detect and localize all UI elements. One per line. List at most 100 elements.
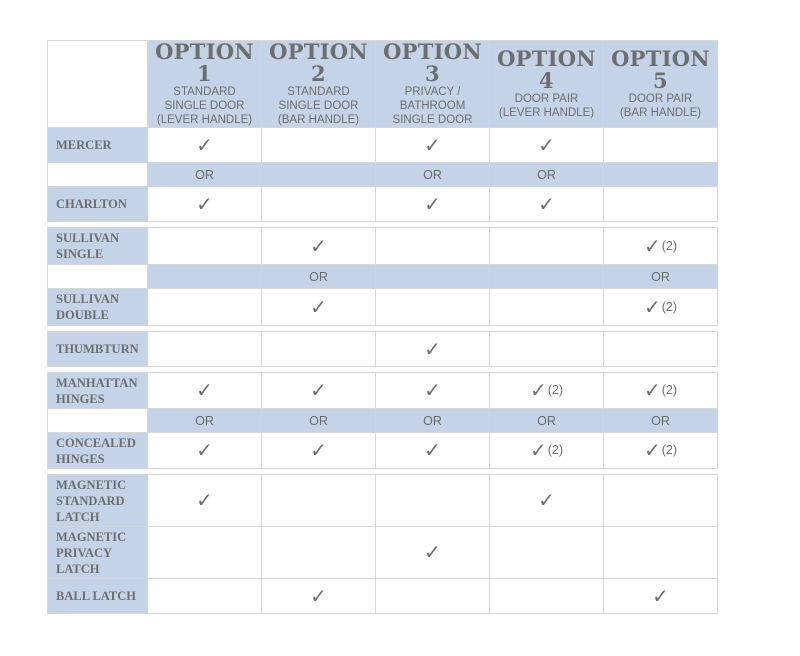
or-cell bbox=[603, 162, 718, 187]
header-row: OPTION 1 STANDARD SINGLE DOOR (LEVER HANDLE… bbox=[47, 39, 718, 128]
option-cell bbox=[375, 227, 490, 265]
option-cell bbox=[489, 288, 604, 326]
product-name-line: HINGES bbox=[56, 391, 105, 406]
option-4-header: OPTION 4 DOOR PAIR (LEVER HANDLE) bbox=[489, 40, 604, 128]
option-cell bbox=[375, 288, 490, 326]
or-cell: OR bbox=[375, 408, 490, 433]
table-row: MAGNETIC PRIVACY LATCH ✓ bbox=[47, 526, 718, 579]
product-label: BALL LATCH bbox=[47, 578, 148, 614]
check-icon: ✓ bbox=[424, 542, 441, 564]
check-icon: ✓ bbox=[196, 440, 213, 462]
quantity-note: (2) bbox=[661, 443, 678, 457]
check-icon: ✓ bbox=[538, 490, 555, 512]
or-cell bbox=[489, 264, 604, 289]
option-cell: ✓(2) bbox=[603, 432, 718, 469]
product-label: MAGNETIC PRIVACY LATCH bbox=[47, 526, 148, 579]
option-cell: ✓ bbox=[261, 288, 376, 326]
option-cell: ✓ bbox=[147, 186, 262, 222]
product-name-line: STANDARD bbox=[56, 493, 125, 508]
check-icon: ✓ bbox=[424, 440, 441, 462]
option-cell bbox=[147, 331, 262, 367]
or-label: OR bbox=[195, 167, 214, 182]
corner-cell bbox=[47, 40, 148, 128]
option-cell bbox=[261, 186, 376, 222]
or-label: OR bbox=[423, 413, 442, 428]
or-cell: OR bbox=[147, 408, 262, 433]
option-cell: ✓(2) bbox=[489, 372, 604, 409]
option-1-header: OPTION 1 STANDARD SINGLE DOOR (LEVER HANDLE… bbox=[147, 39, 262, 128]
option-cell: ✓(2) bbox=[603, 288, 718, 326]
check-icon: ✓ bbox=[538, 193, 555, 216]
option-description: BATHROOM bbox=[399, 100, 466, 112]
product-label: CHARLTON bbox=[47, 186, 148, 222]
check-icon: ✓ bbox=[196, 490, 213, 512]
option-description: (LEVER HANDLE) bbox=[156, 114, 253, 126]
option-cell bbox=[603, 127, 718, 163]
option-2-header: OPTION 2 STANDARD SINGLE DOOR (BAR HANDLE) bbox=[261, 40, 376, 128]
table-row: BALL LATCH ✓ ✓ bbox=[47, 578, 718, 614]
option-description: DOOR PAIR bbox=[514, 93, 579, 105]
product-name-line: PRIVACY bbox=[56, 545, 113, 560]
or-label: OR bbox=[651, 269, 670, 284]
option-title: OPTION 1 bbox=[155, 39, 254, 86]
or-cell: OR bbox=[261, 264, 376, 289]
table-row: MAGNETIC STANDARD LATCH ✓ ✓ bbox=[47, 474, 718, 527]
option-cell: ✓ bbox=[375, 432, 490, 469]
option-cell bbox=[147, 578, 262, 614]
or-cell bbox=[261, 162, 376, 187]
option-description: SINGLE DOOR bbox=[164, 100, 245, 112]
or-cell: OR bbox=[489, 162, 604, 187]
option-cell bbox=[261, 331, 376, 367]
option-cell: ✓ bbox=[261, 372, 376, 409]
or-label: OR bbox=[651, 413, 670, 428]
product-name-line: CHARLTON bbox=[56, 197, 127, 211]
table-row: SULLIVAN DOUBLE ✓ ✓(2) bbox=[47, 288, 718, 326]
option-cell: ✓ bbox=[375, 372, 490, 409]
option-description: (BAR HANDLE) bbox=[619, 107, 702, 119]
check-icon: ✓ bbox=[196, 380, 213, 402]
option-cell: ✓(2) bbox=[489, 432, 604, 469]
product-name-line: MANHATTAN bbox=[56, 375, 138, 390]
check-icon: ✓ bbox=[652, 585, 669, 608]
option-cell bbox=[261, 526, 376, 579]
table-row: THUMBTURN ✓ bbox=[47, 331, 718, 367]
or-cell: OR bbox=[261, 408, 376, 433]
option-cell: ✓ bbox=[147, 432, 262, 469]
option-cell bbox=[261, 474, 376, 527]
or-cell bbox=[375, 264, 490, 289]
option-cell: ✓ bbox=[375, 331, 490, 367]
product-name-line: SINGLE bbox=[56, 247, 104, 261]
check-icon: ✓ bbox=[643, 235, 661, 258]
or-label: OR bbox=[537, 167, 556, 182]
table-row: SULLIVAN SINGLE ✓ ✓(2) bbox=[47, 227, 718, 265]
or-label: OR bbox=[537, 413, 556, 428]
product-name-line: MAGNETIC bbox=[56, 529, 127, 544]
check-icon: ✓ bbox=[643, 440, 661, 462]
or-row: OR OR bbox=[47, 264, 718, 289]
check-icon: ✓ bbox=[529, 440, 547, 462]
lock-options-table: OPTION 1 STANDARD SINGLE DOOR (LEVER HANDLE… bbox=[47, 40, 718, 614]
option-cell: ✓ bbox=[261, 432, 376, 469]
option-cell bbox=[375, 474, 490, 527]
check-icon: ✓ bbox=[310, 235, 327, 258]
option-description: (LEVER HANDLE) bbox=[498, 107, 595, 119]
table-row: CONCEALED HINGES ✓ ✓ ✓ ✓(2) ✓(2) bbox=[47, 432, 718, 469]
or-label: OR bbox=[423, 167, 442, 182]
option-title: OPTION 5 bbox=[611, 46, 710, 93]
option-cell: ✓ bbox=[147, 474, 262, 527]
option-cell: ✓(2) bbox=[603, 372, 718, 409]
option-cell: ✓ bbox=[261, 578, 376, 614]
option-cell bbox=[147, 288, 262, 326]
option-cell: ✓ bbox=[375, 526, 490, 579]
check-icon: ✓ bbox=[196, 134, 213, 157]
product-name-line: MERCER bbox=[56, 138, 112, 152]
or-cell: OR bbox=[147, 162, 262, 187]
product-label: CONCEALED HINGES bbox=[47, 432, 148, 469]
or-label: OR bbox=[309, 269, 328, 284]
or-cell: OR bbox=[375, 162, 490, 187]
product-label: SULLIVAN DOUBLE bbox=[47, 288, 148, 326]
option-cell: ✓ bbox=[261, 227, 376, 265]
blank-label-cell bbox=[47, 162, 148, 187]
check-icon: ✓ bbox=[424, 193, 441, 216]
or-cell: OR bbox=[603, 264, 718, 289]
